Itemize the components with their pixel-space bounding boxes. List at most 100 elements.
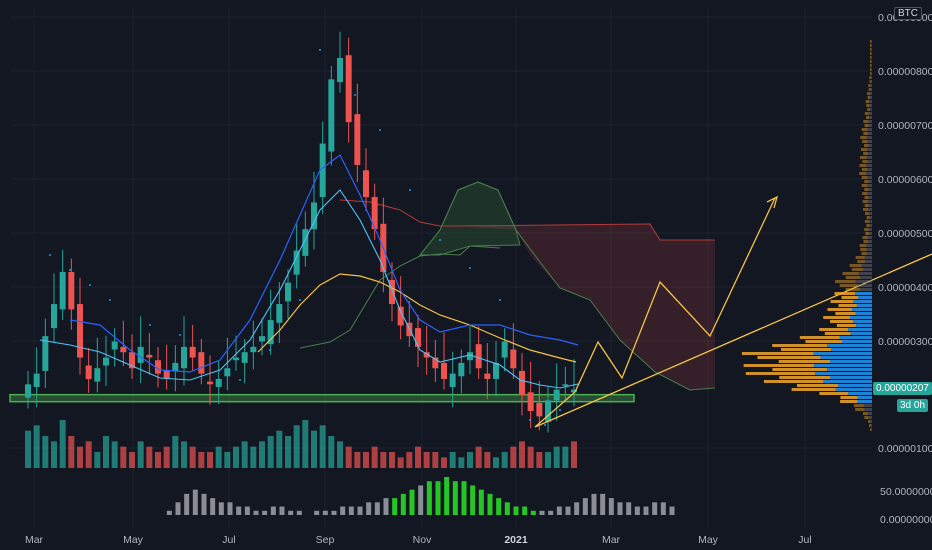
volume-profile-bar: [815, 372, 872, 375]
volume-profile-bar: [845, 288, 861, 291]
volume-profile-bar: [867, 128, 872, 131]
psar-dot: [89, 284, 91, 286]
volume-profile-bar: [871, 44, 872, 47]
volume-profile-bar: [868, 420, 871, 423]
volume-bar: [527, 446, 534, 468]
volume-profile-bar: [819, 392, 849, 395]
volume-profile-bar: [864, 196, 869, 199]
volume-profile-bar: [860, 136, 867, 139]
oscillator-bar: [270, 506, 276, 515]
oscillator-histogram: [166, 477, 675, 515]
oscillator-bar: [348, 506, 354, 515]
volume-profile-bar: [839, 336, 872, 339]
volume-bar: [163, 446, 170, 468]
volume-bar: [484, 452, 491, 468]
volume-profile-bar: [861, 168, 868, 171]
volume-bar: [68, 436, 75, 468]
volume-profile-bar: [864, 256, 872, 259]
x-tick-label: May: [123, 534, 144, 546]
volume-profile-bar: [867, 184, 872, 187]
x-tick-label: Mar: [602, 534, 621, 546]
volume-profile-bar: [856, 324, 872, 327]
oscillator-bar: [262, 510, 268, 515]
candle-body: [449, 373, 456, 387]
volume-profile-bar: [830, 320, 854, 323]
volume-profile-bar: [863, 152, 869, 155]
volume-profile-bar: [839, 284, 858, 287]
chart-grid: [10, 8, 872, 528]
volume-bar: [553, 446, 560, 468]
volume-profile-bar: [867, 92, 870, 95]
oscillator-bar: [236, 506, 242, 515]
oscillator-bar: [426, 481, 432, 515]
volume-profile-bar: [861, 264, 872, 267]
volume-profile-bar: [866, 224, 870, 227]
ma-blue: [69, 154, 579, 373]
volume-profile-bar: [868, 124, 872, 127]
oscillator-bar: [357, 506, 363, 515]
volume-profile-bar: [866, 136, 872, 139]
volume-profile-bar: [855, 280, 872, 283]
volume-profile-bar: [862, 192, 868, 195]
candle-body: [198, 352, 205, 374]
time-axis[interactable]: Mar May Jul Sep Nov 2021 Mar May Jul: [25, 534, 812, 546]
volume-bar: [302, 420, 309, 468]
volume-bar: [120, 446, 127, 468]
volume-profile-bar: [857, 284, 872, 287]
oscillator-bar: [392, 498, 398, 515]
volume-profile-bar: [864, 228, 869, 231]
volume-profile-bar: [850, 316, 872, 319]
volume-bar: [493, 457, 499, 468]
currency-badge[interactable]: BTC: [894, 7, 922, 20]
candle-body: [415, 328, 421, 347]
volume-profile-bar: [866, 172, 872, 175]
volume-profile-bar: [867, 252, 872, 255]
volume-profile-bar: [868, 84, 871, 87]
projection-lines: [534, 195, 932, 428]
y-tick-label: 0.00000500: [878, 228, 932, 240]
volume-bar: [198, 452, 205, 468]
volume-profile-bar: [851, 268, 863, 271]
psar-dot: [179, 334, 181, 336]
volume-profile-bar: [868, 144, 872, 147]
candle-body: [94, 368, 101, 382]
volume-profile-bar: [868, 204, 872, 207]
oscillator-bar: [487, 493, 493, 515]
volume-profile-bar: [855, 256, 865, 259]
candle-body: [501, 341, 508, 358]
volume-profile-bar: [814, 364, 872, 367]
volume-profile-bar: [863, 132, 869, 135]
volume-bar: [267, 436, 274, 468]
oscillator-bar: [383, 498, 389, 515]
volume-profile-bar: [868, 240, 872, 243]
volume-profile-bar: [868, 120, 872, 123]
volume-profile-bar: [868, 228, 872, 231]
psar-dot: [69, 269, 71, 271]
volume-profile-bar: [827, 344, 872, 347]
volume-profile-bar: [860, 288, 872, 291]
volume-profile-bar: [870, 80, 872, 83]
volume-profile-bar: [819, 328, 849, 331]
oscillator-bar: [366, 502, 372, 515]
volume-profile-bar: [743, 364, 815, 367]
volume-profile-bar: [870, 68, 872, 71]
oscillator-bar: [669, 506, 675, 515]
volume-profile-bar: [868, 132, 872, 135]
volume-profile-bar: [741, 352, 814, 355]
volume-bar: [536, 452, 543, 468]
bar-countdown-badge: 3d 0h: [897, 399, 929, 412]
candle-body: [319, 143, 326, 198]
volume-profile-bar: [862, 200, 868, 203]
volume-bar: [363, 452, 369, 468]
volume-profile-bar: [867, 148, 872, 151]
volume-profile-bar: [860, 248, 867, 251]
volume-profile-bar: [864, 416, 869, 419]
volume-profile-bar: [772, 368, 828, 371]
volume-bar: [467, 452, 473, 468]
volume-bar: [276, 430, 283, 468]
candle-body: [207, 381, 213, 385]
volume-profile-bar: [850, 332, 872, 335]
oscillator-bar: [296, 510, 302, 515]
price-axis[interactable]: 0.000009000.000008000.000007000.00000600…: [878, 12, 932, 526]
